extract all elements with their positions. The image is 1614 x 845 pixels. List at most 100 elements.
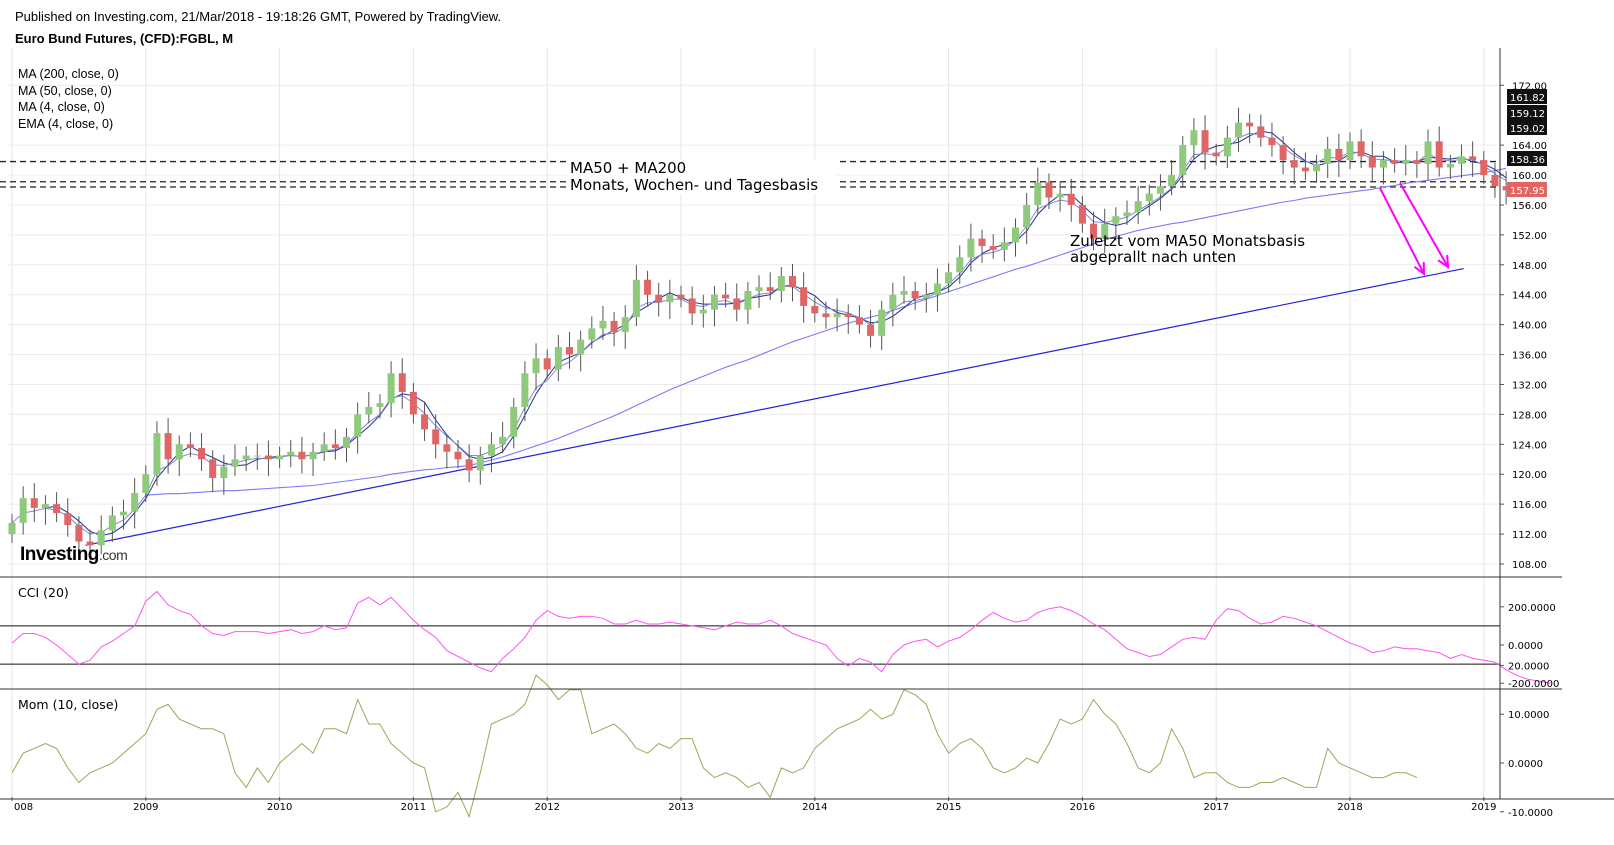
candle[interactable] xyxy=(710,285,718,327)
candle[interactable] xyxy=(1034,167,1042,214)
candle[interactable] xyxy=(978,229,986,263)
candle[interactable] xyxy=(287,439,295,468)
candle[interactable] xyxy=(253,443,261,470)
candle[interactable] xyxy=(699,294,707,328)
candle[interactable] xyxy=(967,223,975,272)
candle[interactable] xyxy=(343,427,350,463)
candle[interactable] xyxy=(1301,152,1309,181)
candle[interactable] xyxy=(53,492,61,523)
candle[interactable] xyxy=(108,506,116,542)
candle[interactable] xyxy=(1156,174,1164,211)
candle[interactable] xyxy=(1056,181,1064,212)
candle[interactable] xyxy=(1179,136,1187,187)
candle[interactable] xyxy=(733,283,741,322)
candle[interactable] xyxy=(120,499,127,530)
candle[interactable] xyxy=(543,349,551,379)
candle[interactable] xyxy=(164,418,172,474)
candle[interactable] xyxy=(945,263,953,293)
candle[interactable] xyxy=(1201,115,1209,170)
candle[interactable] xyxy=(1368,141,1376,182)
candle[interactable] xyxy=(264,440,272,477)
candle[interactable] xyxy=(1268,122,1276,157)
candle[interactable] xyxy=(409,382,417,424)
candle[interactable] xyxy=(566,332,573,369)
candle[interactable] xyxy=(889,282,897,327)
candle[interactable] xyxy=(789,264,796,302)
candle[interactable] xyxy=(1223,125,1231,168)
candle[interactable] xyxy=(276,446,284,469)
candle[interactable] xyxy=(1480,151,1488,185)
candle[interactable] xyxy=(1123,200,1131,226)
candle[interactable] xyxy=(655,282,663,317)
candle[interactable] xyxy=(220,454,228,495)
candle[interactable] xyxy=(1134,186,1142,225)
candle[interactable] xyxy=(8,513,16,544)
candle[interactable] xyxy=(75,516,83,556)
candlesticks[interactable] xyxy=(8,107,1510,563)
candle[interactable] xyxy=(900,276,908,304)
candle[interactable] xyxy=(1346,132,1354,170)
candle[interactable] xyxy=(1112,207,1120,241)
candle[interactable] xyxy=(1090,211,1098,251)
candle[interactable] xyxy=(588,316,596,349)
candle[interactable] xyxy=(354,402,362,454)
candle[interactable] xyxy=(242,446,250,471)
candle[interactable] xyxy=(499,421,507,454)
candle[interactable] xyxy=(454,439,462,469)
candle[interactable] xyxy=(86,529,94,563)
candle[interactable] xyxy=(376,394,384,419)
candle[interactable] xyxy=(476,446,484,485)
candle[interactable] xyxy=(1246,113,1254,144)
candle[interactable] xyxy=(1023,192,1031,245)
candle[interactable] xyxy=(1012,218,1019,257)
candle[interactable] xyxy=(1458,144,1465,179)
candle[interactable] xyxy=(175,435,183,477)
candle[interactable] xyxy=(1446,154,1454,180)
candle[interactable] xyxy=(298,436,306,474)
candle[interactable] xyxy=(1357,129,1365,168)
candle[interactable] xyxy=(1290,148,1298,185)
candle[interactable] xyxy=(1413,151,1421,179)
indicator-ma50[interactable]: MA (50, close, 0) xyxy=(18,83,112,98)
candle[interactable] xyxy=(309,442,317,477)
candle[interactable] xyxy=(142,465,150,502)
candle[interactable] xyxy=(867,309,875,348)
candle[interactable] xyxy=(487,432,495,473)
candle[interactable] xyxy=(1379,151,1387,185)
candle[interactable] xyxy=(1279,136,1287,175)
candle[interactable] xyxy=(1491,163,1499,198)
candle[interactable] xyxy=(577,330,585,372)
candle[interactable] xyxy=(1045,173,1053,210)
candle[interactable] xyxy=(64,498,72,537)
candle[interactable] xyxy=(766,272,774,300)
indicator-ma200[interactable]: MA (200, close, 0) xyxy=(18,67,119,81)
candle[interactable] xyxy=(532,343,540,391)
candle[interactable] xyxy=(186,432,194,458)
candle[interactable] xyxy=(209,450,217,493)
candle[interactable] xyxy=(844,304,852,334)
candle[interactable] xyxy=(666,279,674,320)
candle[interactable] xyxy=(521,361,529,422)
candle[interactable] xyxy=(1212,143,1220,166)
candle[interactable] xyxy=(744,282,752,324)
candle[interactable] xyxy=(621,305,629,349)
candle[interactable] xyxy=(1313,154,1321,183)
candle[interactable] xyxy=(956,245,964,284)
candle[interactable] xyxy=(421,402,429,441)
candle[interactable] xyxy=(989,234,997,259)
candle[interactable] xyxy=(722,282,730,308)
candle[interactable] xyxy=(365,391,373,424)
candle[interactable] xyxy=(1067,178,1075,222)
candle[interactable] xyxy=(644,270,652,307)
candle[interactable] xyxy=(777,267,785,303)
candle[interactable] xyxy=(387,361,395,418)
candle[interactable] xyxy=(878,300,886,351)
candle[interactable] xyxy=(922,282,930,313)
candle[interactable] xyxy=(911,282,919,311)
candle[interactable] xyxy=(320,432,328,461)
candle[interactable] xyxy=(933,268,941,312)
candle[interactable] xyxy=(443,435,451,469)
candle[interactable] xyxy=(833,298,841,332)
candle[interactable] xyxy=(1101,208,1109,253)
candle[interactable] xyxy=(610,311,618,347)
